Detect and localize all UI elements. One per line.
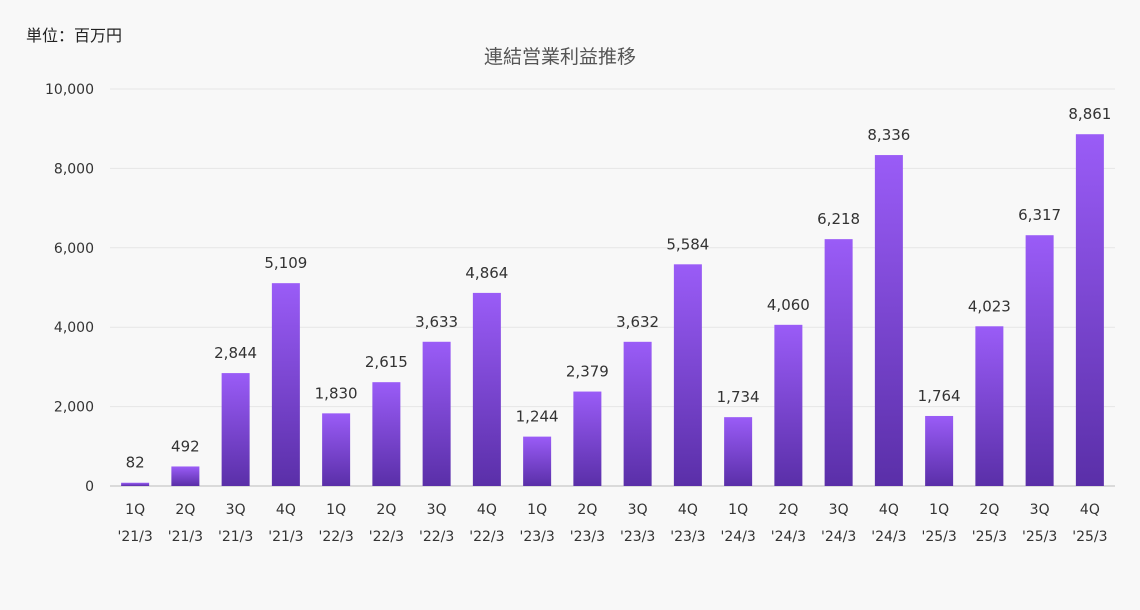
x-tick-sublabel: '22/3 [369,529,404,545]
y-tick-label: 4,000 [54,320,94,336]
x-tick-sublabel: '23/3 [519,529,554,545]
chart-title: 連結営業利益推移 [483,46,636,68]
x-tick-sublabel: '23/3 [670,529,705,545]
bar [422,341,451,486]
data-label: 8,861 [1068,105,1111,123]
bar [1025,235,1054,486]
grid-lines [110,88,1115,487]
x-tick-label: 3Q [829,502,849,518]
x-tick-label: 1Q [527,502,547,518]
x-tick-sublabel: '22/3 [419,529,454,545]
x-tick-label: 1Q [125,502,145,518]
x-tick-label: 3Q [628,502,648,518]
x-tick-label: 2Q [778,502,798,518]
data-label: 2,844 [214,344,257,362]
data-label: 1,764 [918,387,961,405]
x-tick-sublabel: '24/3 [871,529,906,545]
data-label: 2,615 [365,353,408,371]
x-tick-sublabel: '25/3 [1022,529,1057,545]
bar [121,482,150,486]
x-tick-label: 4Q [678,502,698,518]
y-tick-label: 2,000 [54,400,94,416]
data-label: 1,830 [315,384,358,402]
x-tick-label: 3Q [226,502,246,518]
x-tick-sublabel: '21/3 [117,529,152,545]
y-tick-label: 10,000 [45,82,94,98]
bar [372,382,401,486]
data-labels: 82 492 2,844 5,109 1,830 2,615 3,633 4,864 1,244… [126,105,1112,472]
bar [673,264,702,486]
x-tick-label: 1Q [728,502,748,518]
x-tick-label: 3Q [1030,502,1050,518]
bar [824,239,853,486]
bar [774,324,803,486]
data-label: 5,109 [264,254,307,272]
bar [271,283,300,486]
x-tick-label: 1Q [929,502,949,518]
bar [623,341,652,486]
x-tick-label: 3Q [427,502,447,518]
data-label: 4,864 [465,264,508,282]
data-label: 3,632 [616,313,659,331]
x-tick-sublabel: '23/3 [570,529,605,545]
data-label: 6,317 [1018,206,1061,224]
y-tick-label: 6,000 [54,241,94,257]
data-label: 4,023 [968,297,1011,315]
data-label: 4,060 [767,296,810,314]
x-tick-label: 4Q [879,502,899,518]
bar [874,155,903,487]
x-tick-sublabel: '24/3 [720,529,755,545]
data-label: 1,244 [516,408,559,426]
bars [121,134,1104,487]
bar [925,415,954,486]
x-tick-sublabel: '23/3 [620,529,655,545]
x-tick-label: 2Q [175,502,195,518]
bar [1075,134,1104,486]
data-label: 3,633 [415,313,458,331]
x-tick-label: 4Q [1080,502,1100,518]
x-tick-label: 2Q [376,502,396,518]
bar [724,417,753,486]
bar [523,436,552,486]
bar [171,466,200,486]
x-tick-sublabel: '22/3 [318,529,353,545]
data-label: 1,734 [717,388,760,406]
bar [472,292,501,486]
x-tick-label: 2Q [577,502,597,518]
data-label: 2,379 [566,363,609,381]
x-tick-sublabel: '24/3 [821,529,856,545]
x-tick-sublabel: '24/3 [771,529,806,545]
x-tick-label: 1Q [326,502,346,518]
x-tick-label: 4Q [276,502,296,518]
x-tick-label: 2Q [979,502,999,518]
data-label: 8,336 [867,126,910,144]
y-tick-label: 0 [85,479,94,495]
data-label: 492 [171,437,200,455]
y-axis-ticks: 0 2,000 4,000 6,000 8,000 10,000 [45,82,94,495]
x-axis-ticks: 1Q '21/3 2Q '21/3 3Q '21/3 4Q '21/3 1Q '22/3 2Q '22… [117,502,1107,545]
data-label: 6,218 [817,210,860,228]
x-tick-sublabel: '25/3 [972,529,1007,545]
bar [573,391,602,486]
unit-label: 単位：百万円 [26,26,123,45]
data-label: 82 [126,454,145,472]
x-tick-label: 4Q [477,502,497,518]
x-tick-sublabel: '21/3 [218,529,253,545]
x-tick-sublabel: '25/3 [921,529,956,545]
y-tick-label: 8,000 [54,161,94,177]
data-label: 5,584 [666,235,709,253]
bar [322,413,351,486]
bar [221,373,250,486]
x-tick-sublabel: '25/3 [1072,529,1107,545]
x-tick-sublabel: '22/3 [469,529,504,545]
x-tick-sublabel: '21/3 [168,529,203,545]
x-tick-sublabel: '21/3 [268,529,303,545]
bar [975,326,1004,486]
